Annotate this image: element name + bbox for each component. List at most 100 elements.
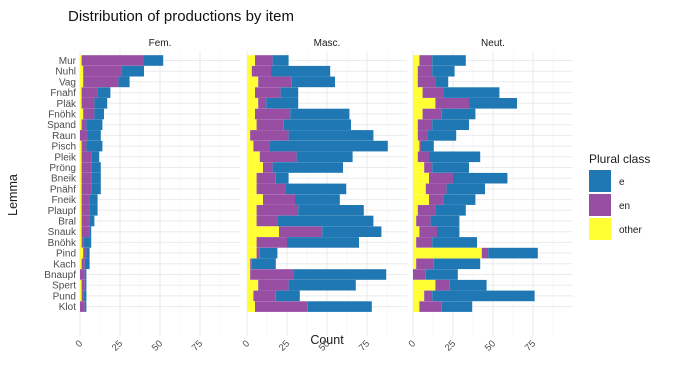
bar-segment-other	[247, 55, 255, 66]
bar-segment-e	[280, 87, 299, 98]
bar-segment-e	[251, 258, 276, 270]
legend-title: Plural class	[589, 152, 650, 166]
bar-segment-other	[80, 290, 82, 302]
y-tick-label: Pind	[56, 249, 76, 260]
bar-segment-en	[81, 162, 92, 173]
y-tick-label: Pläk	[57, 99, 77, 110]
bar-segment-other	[247, 98, 259, 109]
y-axis-ticks: MurNuhlVagFnahfPläkFnöhkSpandRaunPischPl…	[44, 56, 77, 313]
bar-segment-other	[247, 247, 257, 259]
y-tick-label: Bnaupf	[44, 270, 76, 281]
bar-segment-en	[256, 215, 278, 227]
bar-segment-other	[247, 226, 279, 237]
legend-label-en: en	[619, 201, 630, 212]
bar-segment-e	[488, 247, 538, 259]
bar-segment-other	[247, 162, 263, 173]
bar-segment-other	[413, 279, 436, 291]
y-tick-label: Klot	[59, 302, 76, 313]
bar-segment-e	[432, 290, 535, 302]
bar-segment-other	[80, 226, 82, 237]
bar-segment-e	[437, 226, 460, 237]
bar-segment-en	[256, 247, 260, 259]
bar-segment-other	[247, 215, 257, 227]
bar-segment-e	[277, 215, 374, 227]
x-tick-label: 25	[110, 338, 125, 353]
bar-segment-e	[435, 205, 466, 216]
bar-segment-en	[253, 140, 270, 152]
bar-segment-en	[417, 119, 433, 130]
bar-segment-e	[293, 269, 387, 280]
bar-segment-other	[80, 151, 82, 163]
y-tick-label: Kach	[53, 259, 76, 270]
bar-segment-other	[80, 183, 82, 195]
bar-segment-e	[121, 65, 144, 77]
bar-segment-other	[80, 108, 84, 120]
bar-segment-other	[413, 247, 482, 259]
bar-segment-e	[84, 279, 87, 291]
bar-segment-other	[80, 247, 84, 259]
bar-segment-e	[283, 119, 351, 130]
bar-segment-en	[256, 237, 287, 248]
bar-segment-other	[247, 87, 255, 98]
y-tick-label: Fneik	[52, 195, 77, 206]
x-tick-label: 75	[357, 338, 372, 353]
bar-segment-other	[247, 269, 251, 280]
bar-segment-en	[424, 162, 433, 173]
bar-segment-other	[247, 140, 254, 152]
bar-segment-other	[247, 237, 257, 248]
bar-segment-e	[86, 119, 103, 130]
bar-segment-other	[80, 98, 82, 109]
bar-segment-other	[80, 87, 82, 98]
bar-segment-en	[81, 205, 90, 216]
bar-segment-other	[413, 87, 423, 98]
bar-segment-other	[247, 65, 252, 77]
bar-segment-other	[247, 279, 259, 291]
bar-segment-en	[81, 258, 85, 270]
x-tick-label: 50	[150, 338, 165, 353]
bar-segment-en	[253, 290, 276, 302]
x-tick-label: 0	[74, 338, 86, 350]
bar-segment-en	[81, 172, 92, 184]
bar-segment-en	[255, 301, 308, 312]
bar-segment-other	[247, 130, 251, 141]
x-tick-label: 25	[443, 338, 458, 353]
y-tick-label: Pröng	[49, 163, 76, 174]
bar-segment-e	[425, 269, 458, 280]
x-tick-label: 50	[483, 338, 498, 353]
bar-segment-other	[80, 55, 82, 66]
bar-segment-en	[256, 183, 286, 195]
bar-segment-other	[247, 194, 263, 205]
x-axis-label: Count	[310, 333, 344, 347]
bar-segment-other	[247, 172, 257, 184]
y-tick-label: Bnöhk	[48, 238, 77, 249]
y-tick-label: Pund	[53, 291, 76, 302]
bar-segment-en	[263, 194, 295, 205]
bar-segment-en	[81, 55, 144, 66]
bar-segment-other	[413, 55, 420, 66]
chart-title: Distribution of productions by item	[68, 8, 294, 25]
x-tick-label: 75	[523, 338, 538, 353]
bar-segment-en	[263, 162, 273, 173]
bar-segment-en	[258, 98, 267, 109]
bar-segment-en	[80, 301, 85, 312]
bar-segment-other	[413, 183, 426, 195]
bar-segment-en	[422, 108, 442, 120]
facet-strip-label: Masc.	[314, 38, 341, 49]
bar-segment-en	[256, 172, 276, 184]
bar-segment-en	[250, 269, 294, 280]
bar-segment-other	[247, 108, 255, 120]
bar-segment-e	[432, 65, 455, 77]
legend-swatch-en	[589, 194, 611, 216]
bar-segment-e	[433, 258, 481, 270]
bar-segment-en	[417, 65, 433, 77]
facet-strip-label: Neut.	[481, 38, 505, 49]
bar-segment-other	[247, 76, 259, 88]
bar-segment-e	[89, 194, 98, 205]
bar-segment-en	[255, 108, 291, 120]
bar-segment-en	[255, 55, 273, 66]
y-tick-label: Mur	[59, 56, 77, 67]
bar-segment-e	[89, 226, 92, 237]
bar-segment-other	[413, 76, 418, 88]
bar-segment-en	[81, 140, 87, 152]
legend-swatch-other	[589, 218, 611, 240]
